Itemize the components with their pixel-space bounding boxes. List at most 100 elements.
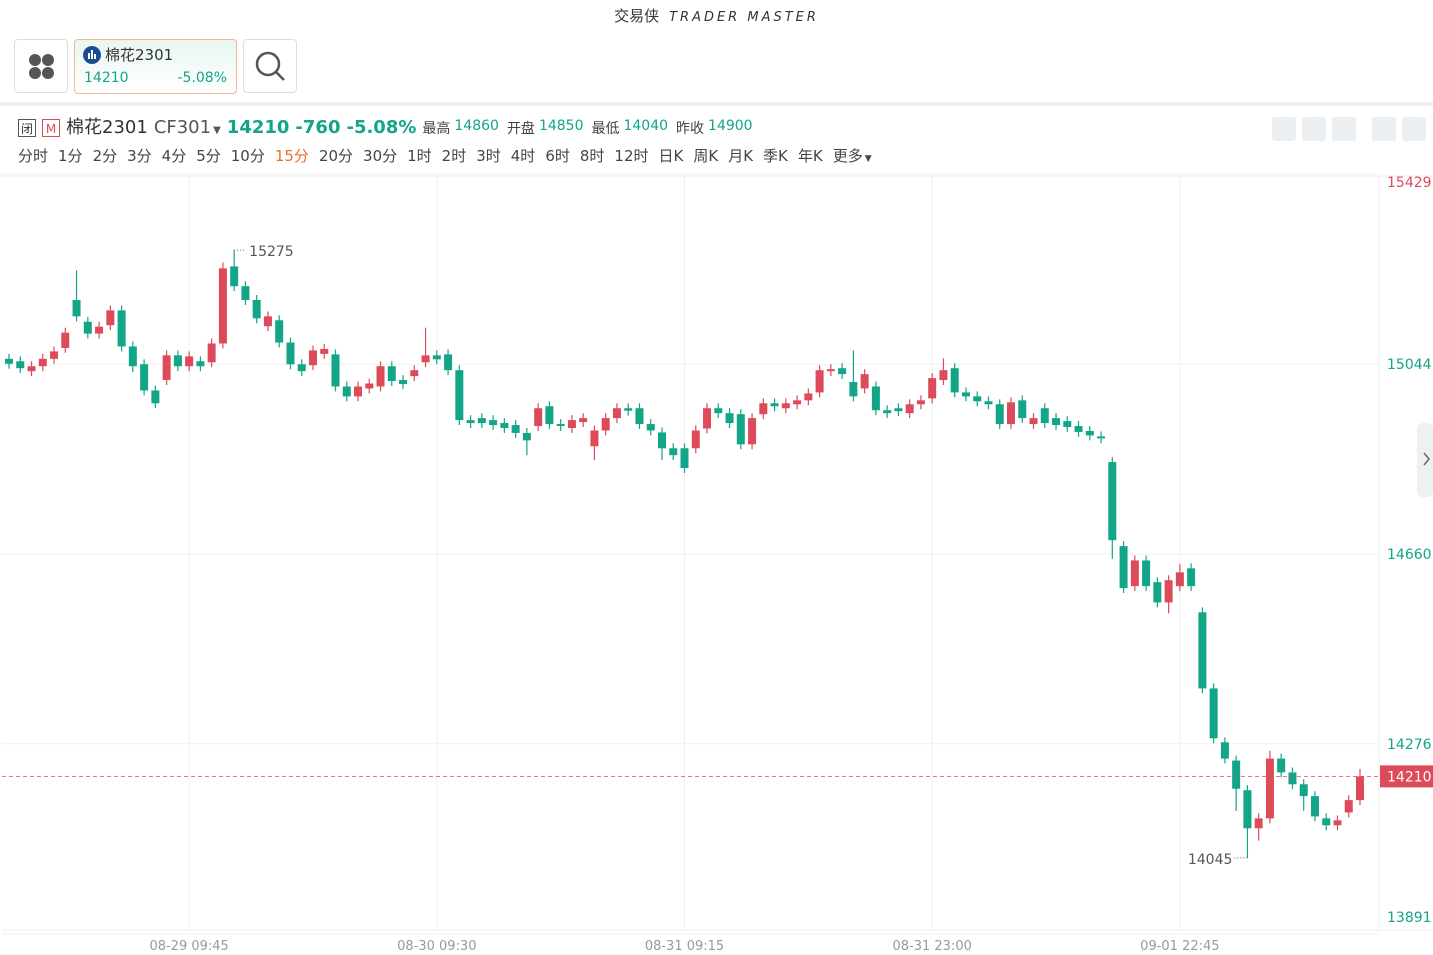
candle-body xyxy=(860,374,869,389)
menu-button[interactable] xyxy=(14,39,68,93)
period[interactable]: 年K xyxy=(797,147,823,165)
period[interactable]: 5分 xyxy=(196,147,221,165)
period[interactable]: 1时 xyxy=(407,147,432,165)
candle-body xyxy=(1344,800,1353,813)
candle-body xyxy=(894,408,903,412)
period[interactable]: 10分 xyxy=(230,147,265,165)
period[interactable]: 季K xyxy=(763,147,788,165)
tab-price: 14210 xyxy=(84,70,129,86)
candle-body xyxy=(185,356,194,367)
candle-body xyxy=(50,351,59,359)
candle-body xyxy=(567,420,576,428)
candle-body xyxy=(1006,402,1015,425)
period[interactable]: 日K xyxy=(658,147,684,165)
tool-icon[interactable] xyxy=(1332,117,1356,141)
candle-body xyxy=(804,393,813,401)
candle-body xyxy=(916,400,925,405)
period[interactable]: 分时 xyxy=(18,147,49,165)
quote-stats: 最高 14860 开盘 14850 最低 14040 昨收 14900 xyxy=(422,118,756,138)
period[interactable]: 6时 xyxy=(545,147,570,165)
candle-body xyxy=(995,404,1004,425)
min-label: 14045 xyxy=(1188,852,1233,868)
period[interactable]: 8时 xyxy=(579,147,605,165)
candle-body xyxy=(511,425,520,433)
x-tick-label: 08-31 09:15 xyxy=(645,939,724,954)
period[interactable]: 4分 xyxy=(161,147,187,165)
tab-title: 棉花2301 xyxy=(83,44,173,65)
candle-body xyxy=(444,354,453,371)
tool-icon[interactable] xyxy=(1272,117,1296,141)
x-tick-label: 08-29 09:45 xyxy=(149,939,228,954)
period[interactable]: 更多 ▼ xyxy=(832,147,872,165)
candle-body xyxy=(354,386,363,397)
period[interactable]: 3时 xyxy=(476,147,501,165)
period[interactable]: 3分 xyxy=(127,147,152,165)
tool-icon[interactable] xyxy=(1302,117,1326,141)
x-tick-label: 08-31 23:00 xyxy=(892,939,971,954)
quote-code[interactable]: CF301 xyxy=(153,117,212,138)
period[interactable]: 12时 xyxy=(614,147,649,165)
candle-body xyxy=(1040,408,1049,424)
candle-body xyxy=(1265,758,1274,819)
side-handle[interactable] xyxy=(1417,423,1433,497)
candle-body xyxy=(612,408,621,419)
candle-body xyxy=(455,370,464,421)
candle-body xyxy=(601,418,610,431)
candle-body xyxy=(1119,546,1128,589)
close-icon[interactable] xyxy=(1402,117,1426,141)
period[interactable]: 15分 xyxy=(274,147,309,165)
y-tick-label: 15044 xyxy=(1387,357,1432,373)
candle-body xyxy=(635,408,644,425)
period[interactable]: 2时 xyxy=(441,147,467,165)
candle-body xyxy=(218,268,227,344)
candle-body xyxy=(871,386,880,411)
period[interactable]: 周K xyxy=(693,147,719,165)
candle-body xyxy=(1074,426,1083,432)
candle-body xyxy=(173,355,182,367)
y-tick-label: 14276 xyxy=(1387,737,1432,753)
stat-label: 最高 xyxy=(422,121,451,137)
candle-body xyxy=(331,354,340,387)
period[interactable]: 月K xyxy=(728,147,754,165)
expand-icon[interactable] xyxy=(1372,117,1396,141)
period[interactable]: 2分 xyxy=(92,147,118,165)
candle-body xyxy=(961,392,970,397)
candle-body xyxy=(489,420,498,426)
period[interactable]: 4时 xyxy=(510,147,536,165)
candle-body xyxy=(1164,580,1173,603)
period[interactable]: 20分 xyxy=(318,147,354,165)
candle-body xyxy=(939,370,948,381)
candle-body xyxy=(1277,758,1286,773)
quote-tab[interactable]: 棉花2301 14210 -5.08% xyxy=(74,39,237,94)
candle-body xyxy=(387,366,396,382)
candle-body xyxy=(624,408,633,411)
candle-body xyxy=(646,424,655,431)
candle-body xyxy=(140,364,149,391)
last-price-box xyxy=(1380,765,1433,788)
candle-body xyxy=(815,370,824,393)
candle-body xyxy=(399,380,408,385)
y-tick-label: 15429 xyxy=(1387,175,1432,191)
candle-body xyxy=(1029,418,1038,425)
stat-label: 最低 xyxy=(591,121,620,137)
stat-value: 14850 xyxy=(538,118,584,134)
candle-body xyxy=(466,420,475,424)
candle-body xyxy=(1333,820,1342,826)
candle-body xyxy=(703,408,712,429)
candle-body xyxy=(151,390,160,404)
y-tick-label: 13891 xyxy=(1387,910,1432,926)
candle-body xyxy=(680,448,689,469)
separator xyxy=(0,102,1433,106)
candle-body xyxy=(1097,436,1106,439)
stat-label: 昨收 xyxy=(676,121,705,137)
candle-body xyxy=(128,346,137,367)
candle-body xyxy=(365,383,374,389)
code-caret: ▼ xyxy=(213,125,221,136)
candle-body xyxy=(117,310,126,347)
period[interactable]: 30分 xyxy=(363,147,398,165)
candle-body xyxy=(16,361,25,369)
candle-body xyxy=(748,418,757,445)
search-button[interactable] xyxy=(243,39,297,93)
candle-body xyxy=(95,326,104,334)
period[interactable]: 1分 xyxy=(58,147,83,165)
